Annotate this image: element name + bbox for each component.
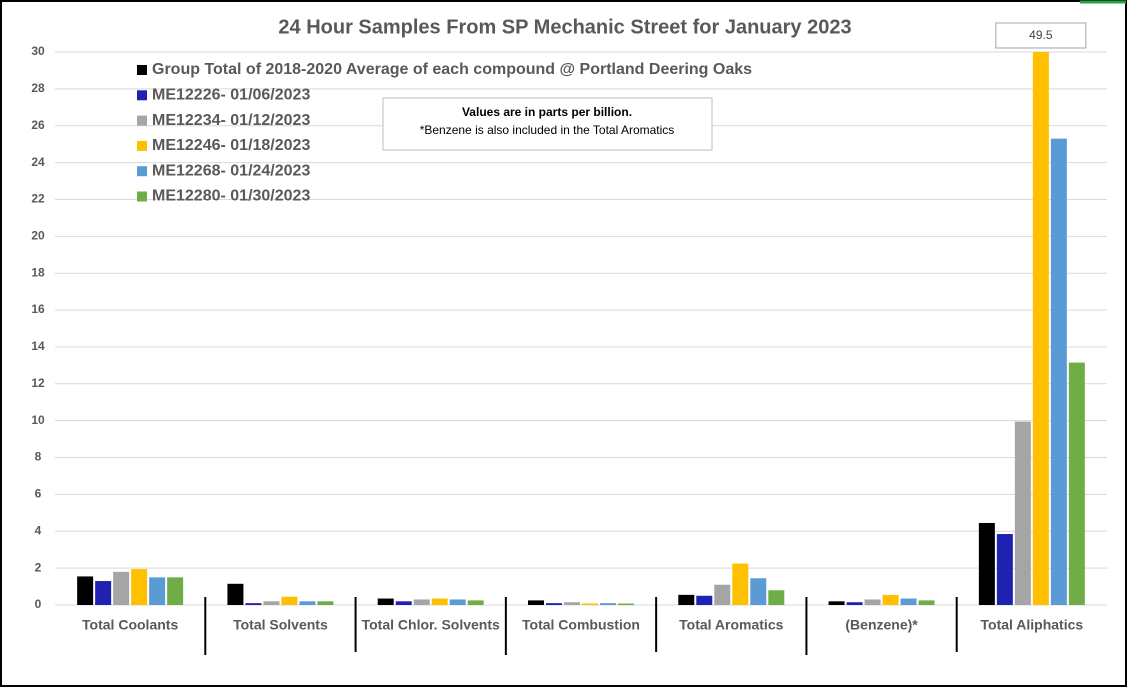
data-label: 49.5 bbox=[1029, 28, 1053, 42]
y-tick-label: 4 bbox=[35, 523, 42, 537]
bar bbox=[882, 594, 899, 605]
bar bbox=[828, 601, 845, 605]
y-tick-label: 24 bbox=[31, 155, 45, 169]
annotation: Values are in parts per billion. bbox=[462, 105, 632, 119]
legend-label: ME12268- 01/24/2023 bbox=[152, 162, 310, 179]
legend-swatch bbox=[137, 115, 147, 126]
y-tick-label: 14 bbox=[31, 339, 45, 353]
legend-label: ME12246- 01/18/2023 bbox=[152, 137, 310, 154]
bar bbox=[131, 569, 148, 605]
y-tick-label: 8 bbox=[35, 450, 42, 464]
bar bbox=[918, 600, 935, 605]
x-tick-label: Total Coolants bbox=[82, 617, 178, 633]
y-tick-label: 0 bbox=[35, 597, 42, 611]
bar bbox=[1068, 362, 1085, 605]
bar bbox=[467, 600, 484, 605]
bar bbox=[600, 603, 616, 605]
bar bbox=[582, 603, 598, 605]
x-tick-label: Total Combustion bbox=[522, 617, 640, 633]
legend-swatch bbox=[137, 140, 147, 151]
bar bbox=[227, 583, 244, 605]
bar bbox=[1014, 421, 1031, 605]
bar bbox=[546, 603, 562, 605]
y-tick-label: 12 bbox=[31, 376, 45, 390]
y-tick-label: 16 bbox=[31, 302, 45, 316]
legend-label: Group Total of 2018-2020 Average of each… bbox=[152, 61, 752, 78]
bar bbox=[768, 590, 785, 605]
y-tick-label: 6 bbox=[35, 487, 42, 501]
bar bbox=[395, 601, 412, 605]
y-tick-label: 20 bbox=[31, 229, 45, 243]
bar bbox=[678, 594, 695, 605]
y-tick-label: 10 bbox=[31, 413, 45, 427]
bar bbox=[431, 598, 448, 605]
x-tick-label: Total Aliphatics bbox=[981, 617, 1084, 633]
bar bbox=[978, 522, 995, 605]
legend-label: ME12234- 01/12/2023 bbox=[152, 112, 310, 129]
y-tick-label: 26 bbox=[31, 118, 45, 132]
bar bbox=[263, 601, 280, 605]
x-tick-label: Total Aromatics bbox=[679, 617, 783, 633]
bar bbox=[618, 603, 634, 605]
bar bbox=[167, 577, 184, 605]
bar bbox=[245, 603, 262, 605]
bar bbox=[149, 577, 166, 605]
bar bbox=[281, 596, 298, 605]
bar bbox=[113, 571, 130, 605]
bar bbox=[413, 599, 430, 605]
bar bbox=[299, 601, 316, 605]
x-tick-label: Total Chlor. Solvents bbox=[362, 617, 500, 633]
bar bbox=[317, 601, 334, 605]
legend-label: ME12280- 01/30/2023 bbox=[152, 188, 310, 205]
x-tick-label: Total Solvents bbox=[233, 617, 328, 633]
annotation: *Benzene is also included in the Total A… bbox=[420, 123, 675, 137]
bar bbox=[732, 563, 749, 605]
chart-title: 24 Hour Samples From SP Mechanic Street … bbox=[278, 16, 851, 38]
bar bbox=[696, 595, 713, 605]
legend-swatch bbox=[137, 90, 147, 101]
annotation-box bbox=[382, 97, 713, 151]
bar bbox=[1032, 52, 1049, 605]
bar bbox=[846, 602, 863, 605]
bar bbox=[377, 598, 394, 605]
legend-swatch bbox=[137, 65, 147, 75]
bar bbox=[77, 576, 94, 605]
y-tick-label: 2 bbox=[35, 560, 42, 574]
bar bbox=[750, 578, 767, 605]
bar bbox=[95, 581, 112, 605]
y-tick-label: 28 bbox=[31, 81, 45, 95]
bar bbox=[714, 584, 731, 605]
bar bbox=[564, 602, 580, 605]
legend-swatch bbox=[137, 166, 147, 177]
bar bbox=[864, 599, 881, 605]
y-tick-label: 18 bbox=[31, 265, 45, 279]
bar bbox=[900, 598, 917, 605]
bar bbox=[1050, 138, 1067, 605]
x-tick-label: (Benzene)* bbox=[845, 617, 918, 633]
legend-label: ME12226- 01/06/2023 bbox=[152, 87, 310, 104]
bar bbox=[996, 534, 1013, 605]
y-tick-label: 30 bbox=[31, 44, 45, 58]
y-tick-label: 22 bbox=[31, 192, 45, 206]
data-label-box bbox=[995, 22, 1087, 49]
legend-swatch bbox=[137, 191, 147, 202]
bar bbox=[528, 600, 544, 605]
bar bbox=[449, 599, 466, 605]
